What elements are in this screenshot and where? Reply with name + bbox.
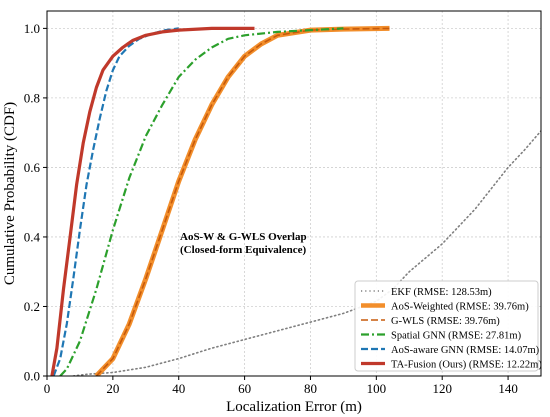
- x-tick-label: 140: [498, 381, 518, 396]
- series-line-4: [52, 27, 179, 376]
- legend-label-2: G-WLS (RMSE: 39.76m): [391, 316, 500, 327]
- x-tick-label: 40: [172, 381, 185, 396]
- x-tick-label: 0: [44, 381, 51, 396]
- legend-label-0: EKF (RMSE: 128.53m): [391, 287, 492, 298]
- legend-label-3: Spatial GNN (RMSE: 27.81m): [391, 330, 522, 341]
- overlap-annotation-line2: (Closed-form Equivalence): [180, 244, 307, 256]
- y-tick-label: 0.4: [24, 229, 41, 244]
- y-tick-label: 0.8: [24, 90, 40, 105]
- x-tick-label: 60: [238, 381, 251, 396]
- y-axis-label: Cumulative Probability (CDF): [2, 102, 18, 285]
- legend-label-4: AoS-aware GNN (RMSE: 14.07m): [391, 345, 540, 356]
- y-tick-label: 0.0: [24, 369, 40, 384]
- series-line-3: [59, 27, 344, 376]
- legend-label-1: AoS-Weighted (RMSE: 39.76m): [391, 301, 529, 312]
- series-line-1: [94, 25, 390, 376]
- y-tick-label: 1.0: [24, 21, 40, 36]
- overlap-annotation-line1: AoS-W & G-WLS Overlap: [180, 231, 307, 243]
- y-tick-label: 0.2: [24, 299, 40, 314]
- x-axis-label: Localization Error (m): [226, 399, 362, 415]
- x-tick-label: 120: [432, 381, 452, 396]
- series-line-0: [72, 130, 541, 376]
- y-tick-label: 0.6: [24, 160, 41, 175]
- legend-label-5: TA-Fusion (Ours) (RMSE: 12.22m): [391, 359, 542, 370]
- x-tick-label: 80: [304, 381, 317, 396]
- plot-frame: [46, 10, 542, 377]
- series-lines: [50, 25, 541, 376]
- legend: EKF (RMSE: 128.53m) AoS-Weighted (RMSE: 3…: [354, 280, 542, 372]
- x-tick-label: 100: [367, 381, 387, 396]
- legend-box: [354, 280, 539, 372]
- axis-ticks: 0 20 40 60 80 100 120 140 0.0 0.2 0.4 0.6 0.8 1.0: [24, 21, 518, 396]
- series-line-2: [95, 27, 390, 376]
- x-tick-label: 20: [106, 381, 119, 396]
- series-line-5: [50, 26, 255, 376]
